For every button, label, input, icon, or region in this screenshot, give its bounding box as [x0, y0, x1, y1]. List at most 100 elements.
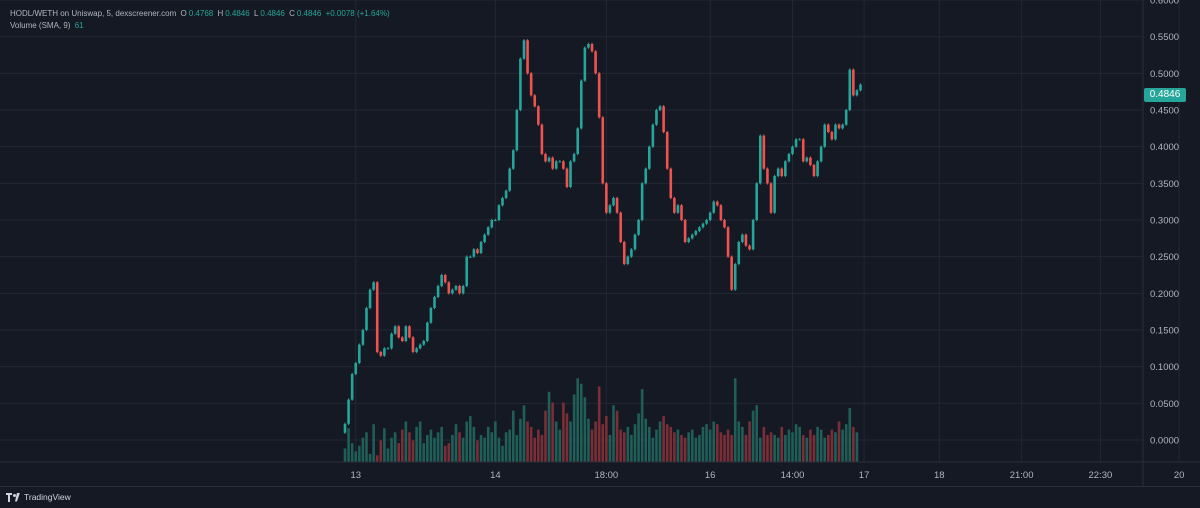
candle	[601, 117, 605, 184]
volume-bar	[454, 424, 458, 462]
candle	[494, 220, 497, 221]
volume-bar	[436, 432, 440, 462]
candle	[615, 198, 619, 213]
candle	[834, 124, 837, 140]
legend-low-label: L	[253, 9, 259, 18]
candle	[390, 333, 393, 349]
volume-bar	[597, 386, 601, 462]
candle	[733, 264, 737, 290]
volume-bar	[379, 440, 383, 462]
chart-legend: HODL/WETH on Uniswap, 5, dexscreener.com…	[10, 8, 392, 32]
volume-bar	[809, 429, 812, 462]
candle	[497, 205, 501, 220]
time-tick-label: 16	[705, 470, 716, 481]
volume-bar	[705, 424, 708, 462]
price-tick-label: 0.2000	[1150, 289, 1179, 300]
volume-bar	[590, 429, 594, 462]
volume-bar	[361, 437, 365, 462]
volume-bar	[526, 421, 529, 462]
candle	[429, 308, 433, 323]
volume-bar	[852, 426, 855, 462]
volume-bar	[848, 408, 852, 462]
candle	[723, 220, 726, 228]
volume-bar	[794, 424, 798, 462]
volume-bar	[358, 445, 361, 462]
volume-bar	[565, 413, 569, 462]
candle	[612, 198, 615, 206]
legend-volume-label: Volume (SMA, 9)	[10, 21, 71, 30]
volume-bar	[622, 432, 626, 462]
price-tick-label: 0.0500	[1150, 399, 1179, 410]
volume-bar	[562, 402, 565, 462]
candle	[365, 308, 368, 330]
legend-open-value: 0.4768	[188, 9, 214, 18]
volume-bar	[397, 443, 400, 462]
candle	[608, 205, 612, 213]
candle	[400, 337, 404, 341]
candle	[622, 242, 626, 264]
volume-bar	[744, 435, 748, 462]
candle	[572, 154, 576, 162]
volume-bar	[408, 432, 411, 462]
volume-bar	[680, 435, 683, 462]
volume-bar	[386, 448, 390, 462]
price-tick-label: 0.0000	[1150, 436, 1179, 447]
candle	[451, 289, 454, 294]
volume-bar	[350, 443, 354, 462]
volume-bar	[547, 391, 551, 462]
volume-bar	[673, 432, 676, 462]
volume-bar	[443, 445, 447, 462]
candle	[418, 344, 422, 349]
volume-bar	[766, 435, 769, 462]
time-axis: 13 14 18:00 16 14:00 17 18 21:00 22:30 20	[0, 461, 1200, 481]
legend-change: +0.0078 (+1.64%)	[325, 9, 390, 18]
candle	[411, 337, 415, 352]
candle	[784, 161, 787, 176]
candle	[508, 168, 511, 191]
candle	[379, 352, 383, 356]
candle	[812, 165, 816, 176]
candle	[415, 348, 418, 352]
candle	[579, 80, 583, 129]
volume-bar	[583, 397, 587, 462]
volume-bar	[522, 405, 526, 462]
volume-bar	[669, 426, 673, 462]
candle	[726, 227, 730, 257]
volume-bar	[576, 378, 579, 462]
candle	[486, 227, 490, 235]
tradingview-brand[interactable]: TradingView	[6, 492, 71, 502]
volume-bar	[569, 421, 572, 462]
price-tick-label: 0.5500	[1150, 32, 1179, 43]
volume-bars	[343, 378, 859, 462]
volume-bar	[694, 437, 698, 462]
candle	[694, 231, 698, 235]
volume-bar	[587, 418, 590, 462]
candle	[511, 150, 515, 169]
candle	[823, 124, 827, 147]
candle	[751, 220, 755, 250]
candle	[397, 326, 400, 338]
volume-bar	[554, 421, 558, 462]
candle	[472, 249, 476, 257]
volume-bar	[508, 429, 511, 462]
volume-bar	[630, 435, 633, 462]
volume-bar	[655, 429, 658, 462]
legend-ohlc-row: HODL/WETH on Uniswap, 5, dexscreener.com…	[10, 8, 392, 20]
candle	[655, 110, 658, 125]
volume-bar	[383, 428, 386, 462]
candle	[526, 40, 529, 74]
candle	[443, 275, 447, 283]
candle	[483, 234, 486, 242]
candle	[436, 286, 440, 297]
volume-bar	[365, 432, 368, 462]
candle	[819, 146, 823, 162]
volume-bar	[791, 432, 794, 462]
candle	[343, 423, 347, 433]
candle	[780, 168, 784, 176]
candle	[762, 135, 766, 169]
candle	[440, 275, 443, 286]
volume-bar	[615, 410, 619, 462]
candle	[716, 201, 719, 206]
time-tick-label: 14:00	[781, 470, 805, 481]
